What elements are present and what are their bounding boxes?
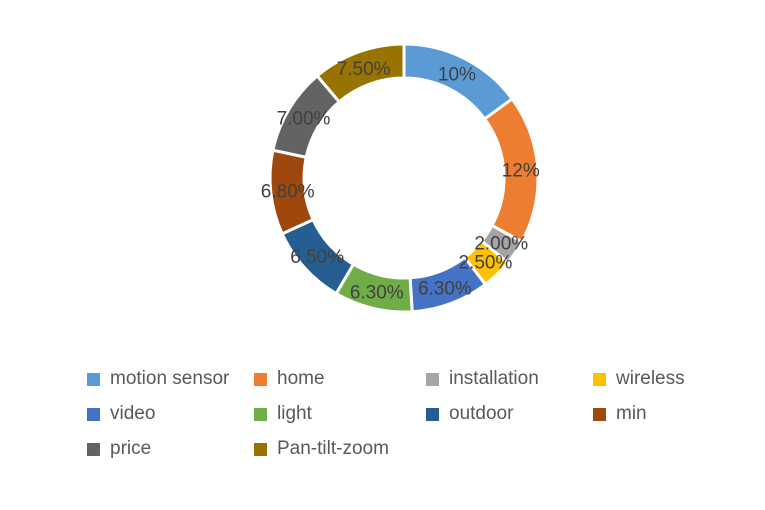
legend-label: price: [110, 438, 152, 459]
data-label-pan-tilt-zoom: 7.50%: [337, 59, 391, 80]
legend-item-pan-tilt-zoom[interactable]: Pan-tilt-zoom: [254, 438, 426, 460]
legend-swatch-icon: [426, 372, 439, 386]
data-label-min: 6.80%: [261, 182, 315, 203]
legend-item-installation[interactable]: installation: [426, 368, 593, 390]
legend-swatch-icon: [593, 407, 606, 421]
legend-label: min: [616, 403, 647, 424]
legend-item-wireless[interactable]: wireless: [593, 368, 753, 390]
chart-legend: motion sensor home installation wireless vid…: [87, 368, 753, 460]
legend-label: video: [110, 403, 156, 424]
legend-item-price[interactable]: price: [87, 438, 254, 460]
legend-label: outdoor: [449, 403, 514, 424]
legend-swatch-icon: [426, 407, 439, 421]
legend-label: installation: [449, 368, 539, 389]
donut-segment-pan-tilt-zoom[interactable]: [315, 42, 406, 104]
legend-item-home[interactable]: home: [254, 368, 426, 390]
legend-label: motion sensor: [110, 368, 230, 389]
legend-item-motion-sensor[interactable]: motion sensor: [87, 368, 254, 390]
data-label-outdoor: 6.50%: [290, 247, 344, 268]
data-label-home: 12%: [502, 161, 540, 182]
legend-item-light[interactable]: light: [254, 403, 426, 425]
legend-item-outdoor[interactable]: outdoor: [426, 403, 593, 425]
legend-swatch-icon: [87, 442, 100, 456]
legend-label: Pan-tilt-zoom: [277, 438, 389, 459]
legend-label: home: [277, 368, 325, 389]
data-label-video: 6.30%: [418, 278, 472, 299]
legend-swatch-icon: [593, 372, 606, 386]
legend-label: wireless: [616, 368, 685, 389]
data-label-light: 6.30%: [350, 282, 404, 303]
legend-swatch-icon: [254, 442, 267, 456]
legend-swatch-icon: [254, 407, 267, 421]
legend-swatch-icon: [87, 372, 100, 386]
data-label-motion-sensor: 10%: [438, 64, 476, 85]
data-label-price: 7.00%: [277, 109, 331, 130]
legend-swatch-icon: [87, 407, 100, 421]
data-label-wireless: 2.50%: [459, 253, 513, 274]
legend-item-video[interactable]: video: [87, 403, 254, 425]
legend-label: light: [277, 403, 312, 424]
legend-swatch-icon: [254, 372, 267, 386]
data-label-installation: 2.00%: [474, 234, 528, 255]
legend-item-min[interactable]: min: [593, 403, 753, 425]
